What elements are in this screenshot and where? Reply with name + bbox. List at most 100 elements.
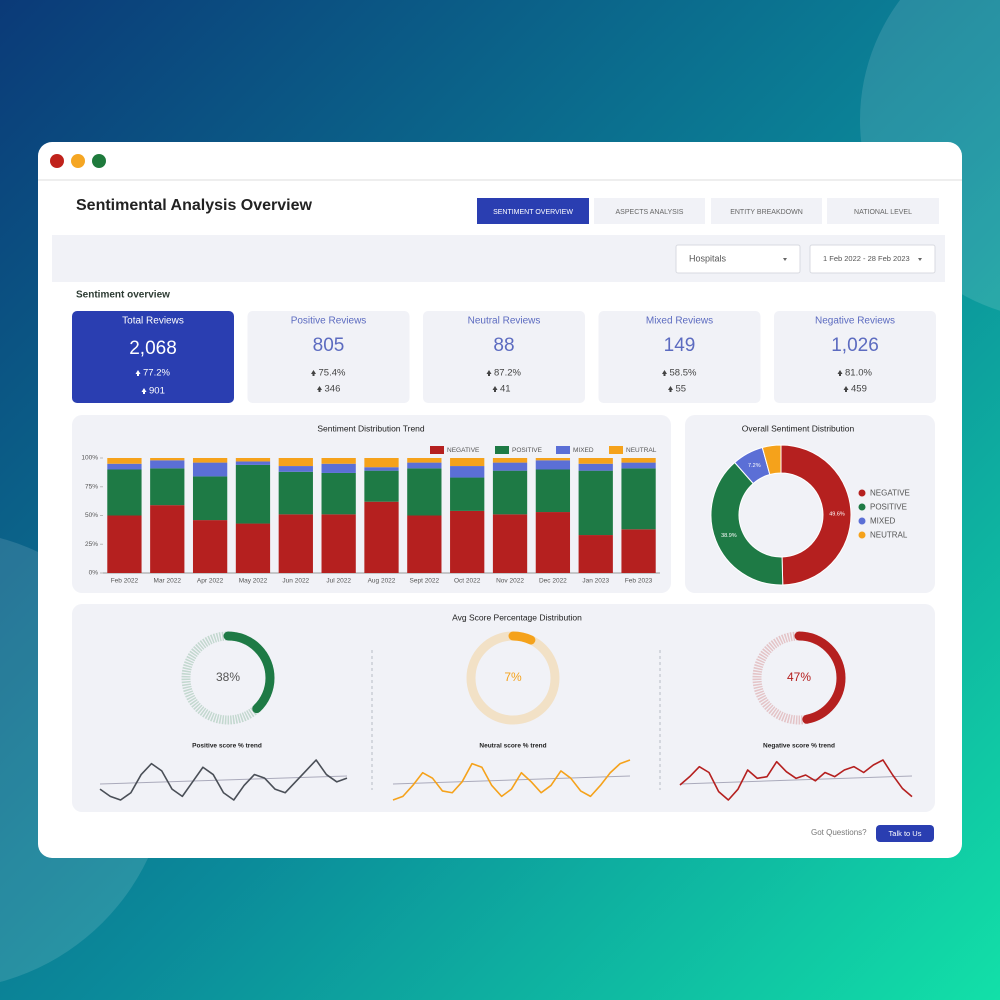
- kpi-card: [598, 311, 761, 403]
- footer-question: Got Questions?: [811, 828, 867, 837]
- tab-label[interactable]: ASPECTS ANALYSIS: [616, 209, 684, 216]
- kpi-count: 346: [325, 384, 341, 395]
- dropdown-caret: [783, 258, 787, 261]
- panel: [72, 604, 935, 812]
- bar-segment: [407, 462, 442, 469]
- dropdown[interactable]: [675, 244, 801, 274]
- x-tick-label: Jan 2023: [582, 578, 609, 585]
- x-tick-label: Oct 2022: [454, 578, 481, 585]
- bar-segment: [407, 468, 442, 516]
- legend-label: POSITIVE: [870, 503, 907, 512]
- bar-segment: [321, 514, 356, 573]
- x-tick-label: Feb 2023: [625, 578, 653, 585]
- kpi-count: 41: [500, 384, 511, 395]
- bar-segment: [192, 520, 228, 573]
- up-arrow: [486, 370, 492, 376]
- kpi-value: 149: [664, 335, 696, 356]
- kpi-card: [774, 311, 936, 403]
- bar-segment: [450, 458, 485, 467]
- bar-segment: [535, 458, 571, 461]
- bar-segment: [535, 460, 571, 470]
- page-title: Sentimental Analysis Overview: [76, 197, 313, 214]
- bar-segment: [578, 458, 613, 464]
- kpi-pct: 77.2%: [143, 368, 170, 379]
- legend-swatch: [556, 446, 570, 454]
- tab[interactable]: [477, 198, 589, 224]
- x-tick-label: Jul 2022: [326, 578, 351, 585]
- y-tick-label: 100%: [81, 455, 98, 462]
- bar-segment: [535, 512, 571, 573]
- bar-segment: [621, 468, 656, 530]
- kpi-label: Negative Reviews: [815, 316, 895, 327]
- bar-segment: [492, 462, 528, 471]
- dropdown-label[interactable]: Hospitals: [689, 253, 727, 263]
- slice-label: 38.9%: [721, 533, 737, 539]
- chart-title: Sentiment Distribution Trend: [317, 423, 425, 433]
- bar-segment: [235, 461, 271, 465]
- bar-segment: [107, 469, 142, 516]
- dropdown-label[interactable]: 1 Feb 2022 - 28 Feb 2023: [823, 254, 910, 263]
- y-tick-label: 25%: [85, 541, 98, 548]
- legend-label: NEUTRAL: [626, 447, 657, 454]
- kpi-count: 901: [149, 386, 165, 397]
- up-arrow: [668, 386, 673, 392]
- bar-segment: [578, 535, 613, 573]
- bar-segment: [364, 501, 399, 573]
- pie-slice: [780, 444, 852, 586]
- dropdown-caret: [918, 258, 922, 261]
- legend-swatch: [495, 446, 509, 454]
- window-dot[interactable]: [71, 154, 85, 168]
- bar-segment: [535, 469, 571, 513]
- kpi-label: Mixed Reviews: [646, 316, 713, 327]
- pie-slice: [761, 444, 782, 476]
- gauge-label: 7%: [504, 670, 522, 684]
- chart-title: Overall Sentiment Distribution: [742, 423, 855, 433]
- bar-segment: [492, 514, 528, 573]
- window-dot[interactable]: [50, 154, 64, 168]
- kpi-value: 805: [313, 335, 345, 356]
- slice-label: 49.6%: [829, 512, 845, 518]
- kpi-pct: 87.2%: [494, 368, 521, 379]
- bar-segment: [450, 477, 485, 511]
- talk-button[interactable]: [876, 825, 934, 842]
- chart-title: Negative score % trend: [763, 743, 835, 750]
- bar-segment: [150, 458, 185, 461]
- talk-button-label[interactable]: Talk to Us: [889, 829, 922, 838]
- trend-line: [679, 775, 913, 785]
- tab[interactable]: [594, 198, 705, 224]
- legend-label: MIXED: [870, 517, 896, 526]
- bar-segment: [321, 463, 356, 473]
- bar-segment: [364, 467, 399, 471]
- gauge-arc: [181, 631, 275, 725]
- bar-segment: [235, 523, 271, 573]
- legend-label: NEUTRAL: [870, 531, 908, 540]
- kpi-pct: 75.4%: [319, 368, 346, 379]
- trend-line: [392, 775, 631, 785]
- tab-label[interactable]: ENTITY BREAKDOWN: [730, 209, 803, 216]
- tab[interactable]: [827, 198, 939, 224]
- kpi-label: Neutral Reviews: [468, 316, 541, 327]
- kpi-count: 459: [851, 384, 867, 395]
- bar-segment: [278, 514, 313, 573]
- bar-segment: [278, 458, 313, 467]
- bar-segment: [150, 468, 185, 506]
- tab-label[interactable]: SENTIMENT OVERVIEW: [493, 209, 573, 216]
- bar-segment: [278, 466, 313, 472]
- tab[interactable]: [711, 198, 822, 224]
- dropdown[interactable]: [809, 244, 936, 274]
- tab-label[interactable]: NATIONAL LEVEL: [854, 209, 912, 216]
- y-tick-label: 75%: [85, 483, 98, 490]
- legend-label: NEGATIVE: [870, 489, 910, 498]
- bar-segment: [192, 476, 228, 521]
- window-dot[interactable]: [92, 154, 106, 168]
- bar-segment: [107, 463, 142, 470]
- bar-segment: [621, 458, 656, 463]
- gauge-arc: [752, 631, 846, 725]
- kpi-label: Total Reviews: [122, 316, 184, 327]
- kpi-card: [423, 311, 585, 403]
- legend-label: POSITIVE: [512, 447, 543, 454]
- bar-segment: [321, 458, 356, 464]
- x-tick-label: Nov 2022: [496, 578, 524, 585]
- bar-segment: [450, 466, 485, 478]
